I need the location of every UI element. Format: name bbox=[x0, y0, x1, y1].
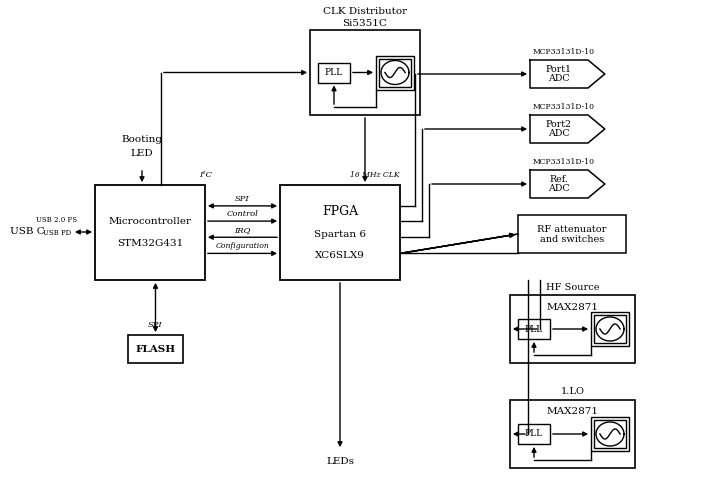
Text: Spartan 6: Spartan 6 bbox=[314, 230, 366, 239]
Text: SPI: SPI bbox=[148, 321, 163, 329]
Text: 1.LO: 1.LO bbox=[561, 387, 585, 396]
Text: FPGA: FPGA bbox=[322, 205, 358, 218]
Bar bbox=[310, 30, 420, 115]
Text: Configuration: Configuration bbox=[215, 243, 269, 250]
Bar bbox=[591, 312, 629, 346]
Polygon shape bbox=[530, 170, 605, 198]
Text: ADC: ADC bbox=[548, 184, 570, 193]
Bar bbox=[594, 420, 626, 448]
Text: MAX2871: MAX2871 bbox=[546, 408, 598, 417]
Text: PLL: PLL bbox=[525, 324, 543, 333]
Text: RF attenuator: RF attenuator bbox=[537, 225, 607, 234]
Text: Si5351C: Si5351C bbox=[343, 18, 387, 27]
Text: XC6SLX9: XC6SLX9 bbox=[315, 251, 365, 260]
Text: LED: LED bbox=[131, 148, 153, 158]
Text: 16 MHz CLK: 16 MHz CLK bbox=[350, 171, 400, 179]
Text: PLL: PLL bbox=[525, 430, 543, 438]
Text: Microcontroller: Microcontroller bbox=[109, 217, 192, 226]
Text: SPI: SPI bbox=[235, 195, 250, 203]
Polygon shape bbox=[530, 115, 605, 143]
Bar bbox=[376, 56, 414, 89]
Text: IRQ: IRQ bbox=[234, 226, 251, 234]
Bar bbox=[280, 185, 400, 280]
Text: ADC: ADC bbox=[548, 74, 570, 83]
Text: Ref.: Ref. bbox=[549, 175, 568, 184]
Polygon shape bbox=[530, 60, 605, 88]
Bar bbox=[518, 319, 550, 339]
Bar bbox=[128, 335, 183, 363]
Bar bbox=[518, 215, 626, 253]
Text: MCP33131D-10: MCP33131D-10 bbox=[533, 158, 595, 166]
Text: USB C: USB C bbox=[10, 228, 45, 237]
Text: and switches: and switches bbox=[540, 235, 604, 244]
Bar bbox=[591, 417, 629, 451]
Text: Booting: Booting bbox=[122, 135, 163, 144]
Text: CLK Distributor: CLK Distributor bbox=[323, 7, 407, 16]
Bar bbox=[510, 295, 635, 363]
Text: USB 2.0 FS: USB 2.0 FS bbox=[37, 216, 78, 224]
Text: LEDs: LEDs bbox=[326, 457, 354, 467]
Text: I²C: I²C bbox=[199, 171, 212, 179]
Text: USB PD: USB PD bbox=[43, 229, 71, 237]
Bar bbox=[318, 62, 350, 82]
Bar bbox=[510, 400, 635, 468]
Text: STM32G431: STM32G431 bbox=[117, 240, 183, 248]
Bar bbox=[95, 185, 205, 280]
Text: Port1: Port1 bbox=[546, 65, 572, 74]
Text: HF Source: HF Source bbox=[546, 283, 599, 292]
Text: MCP33131D-10: MCP33131D-10 bbox=[533, 48, 595, 56]
Bar bbox=[379, 59, 411, 86]
Text: MCP33131D-10: MCP33131D-10 bbox=[533, 103, 595, 111]
Bar bbox=[518, 424, 550, 444]
Bar bbox=[594, 315, 626, 343]
Text: FLASH: FLASH bbox=[135, 345, 176, 354]
Text: ADC: ADC bbox=[548, 129, 570, 138]
Text: Control: Control bbox=[227, 210, 258, 218]
Text: MAX2871: MAX2871 bbox=[546, 303, 598, 311]
Text: PLL: PLL bbox=[325, 68, 343, 77]
Text: Port2: Port2 bbox=[546, 120, 572, 129]
